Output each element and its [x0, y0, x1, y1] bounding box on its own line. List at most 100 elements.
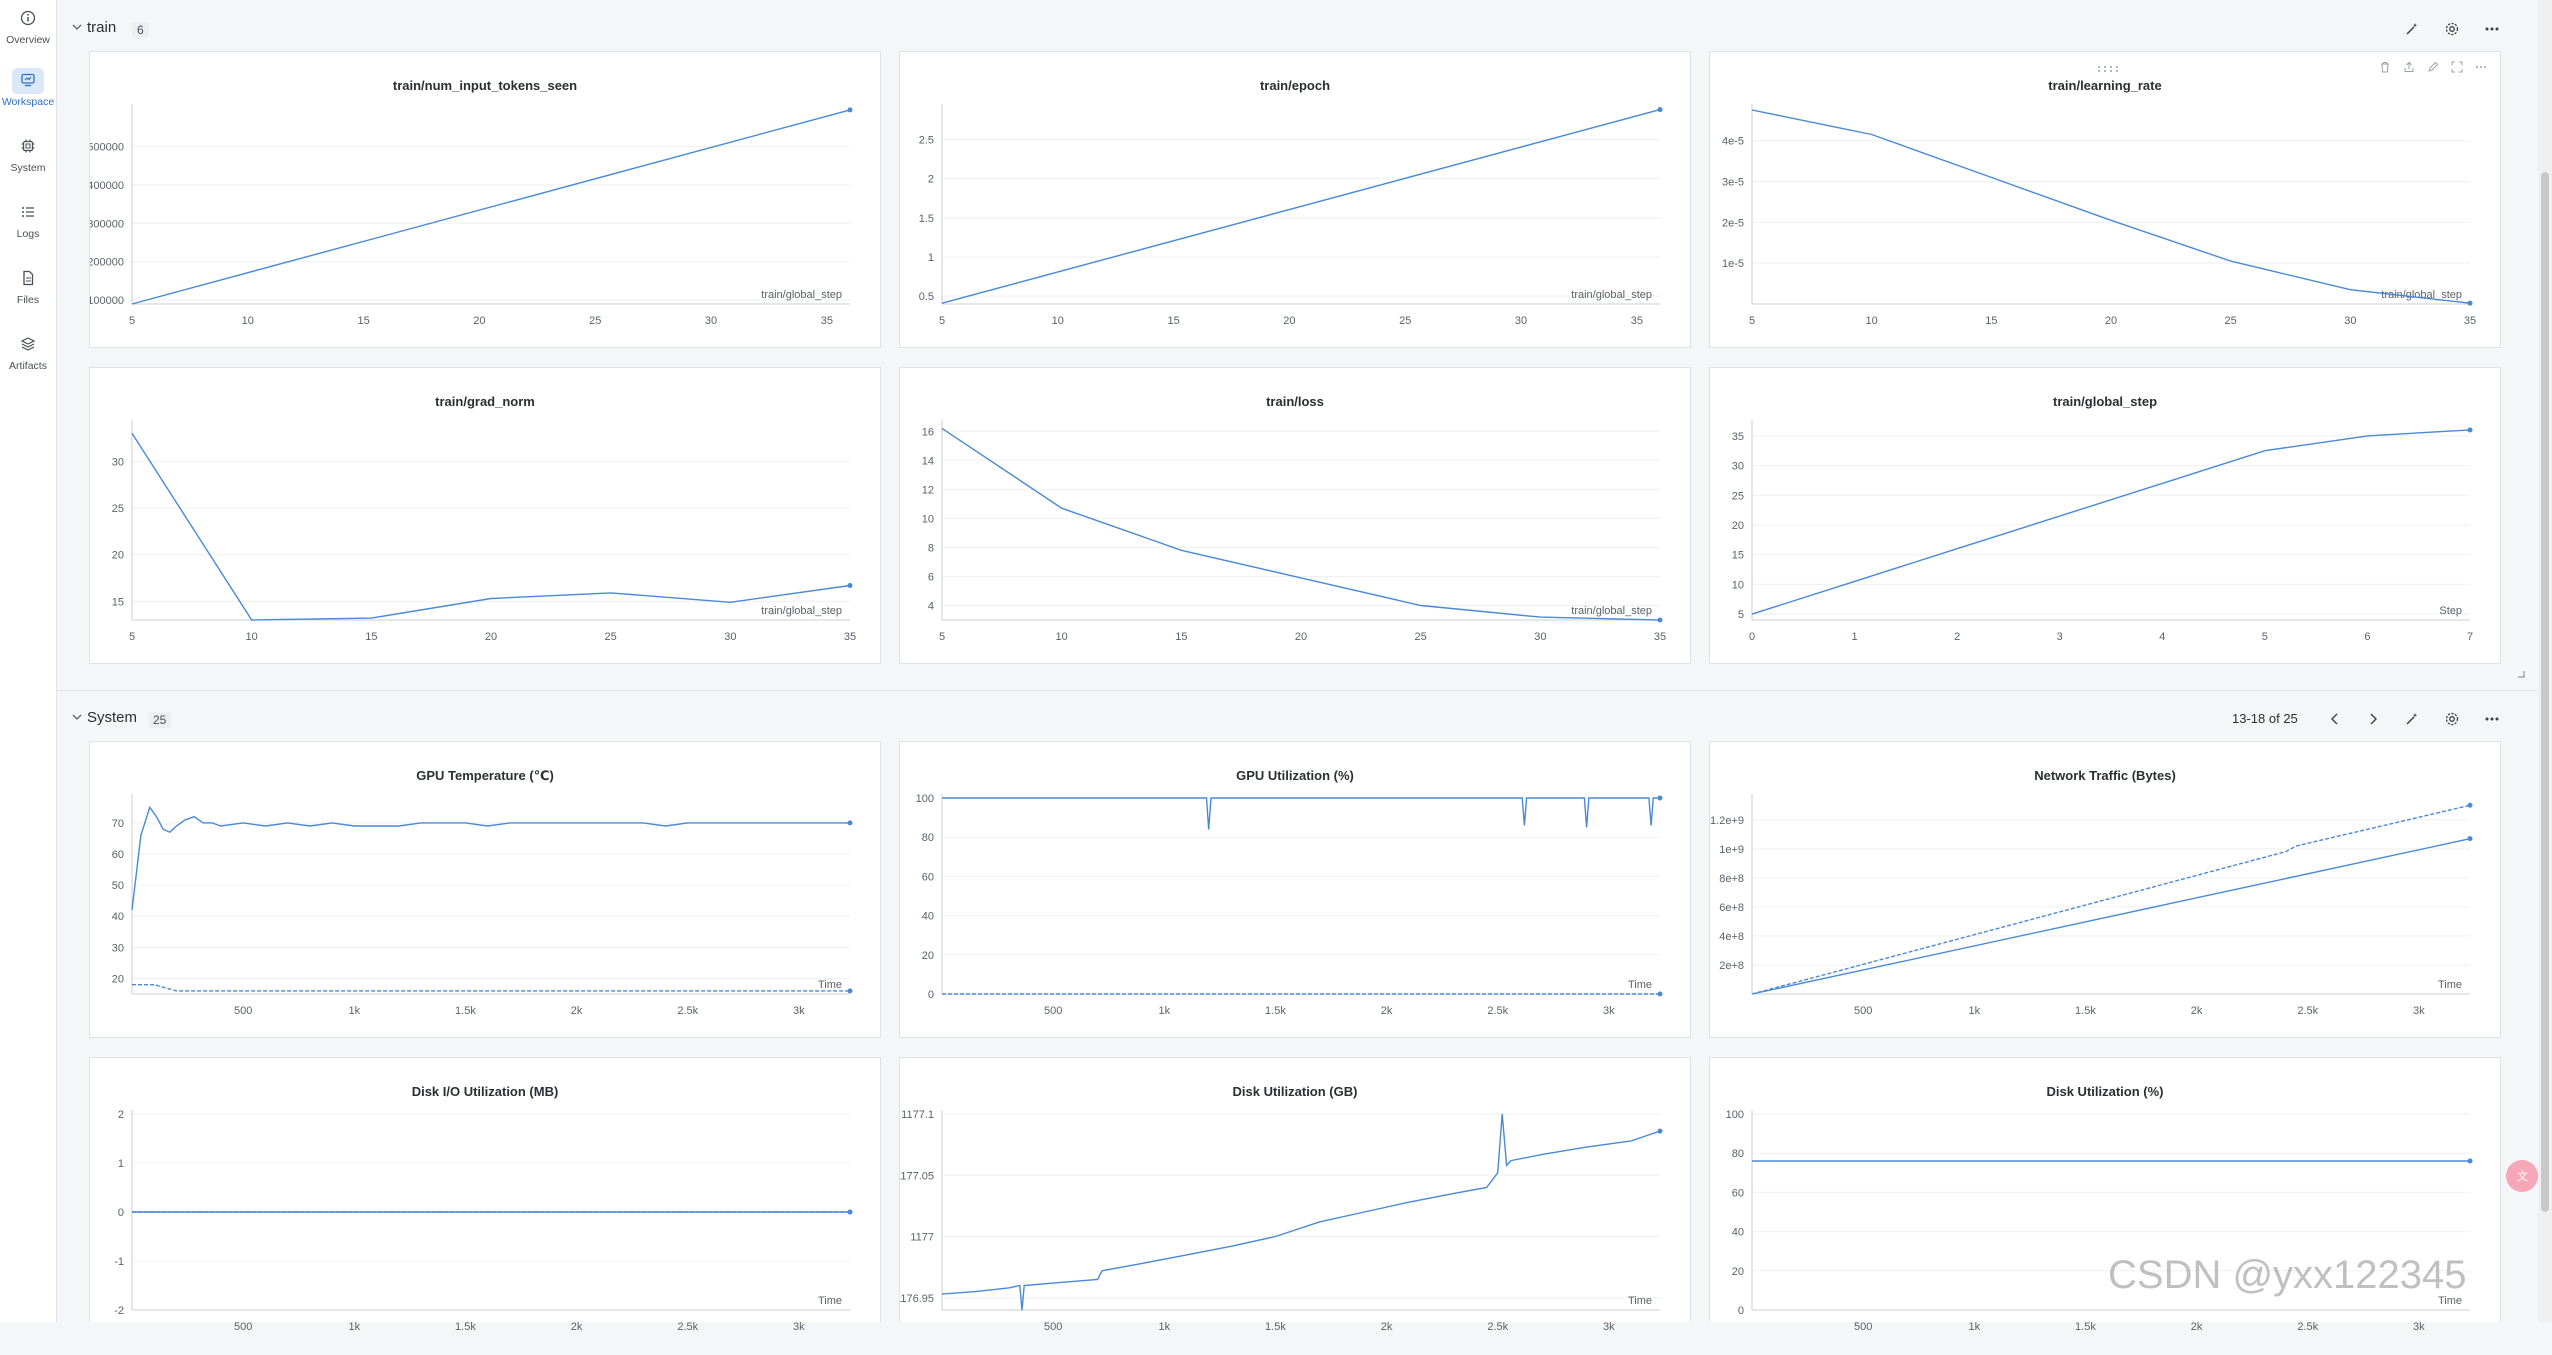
x-tick-label: 15: [357, 315, 369, 327]
chart-panel[interactable]: Disk Utilization (GB) 1176.95 1177 1177.05…: [899, 1057, 1691, 1333]
magic-wand-icon[interactable]: [2402, 19, 2422, 39]
resize-handle-icon[interactable]: [2517, 670, 2525, 678]
sidebar-item-artifacts[interactable]: Artifacts: [0, 332, 56, 372]
chart-panel[interactable]: GPU Temperature (℃) 20 30 40 50 60 70 500 1k 1.5…: [89, 741, 881, 1038]
series-line: [1751, 838, 2471, 995]
section-header-system[interactable]: System 25 13-18 of 25: [57, 700, 2552, 734]
fullscreen-icon[interactable]: [2450, 60, 2464, 74]
chart-panel[interactable]: train/loss 4 6 8 10 12 14 16 5 10 15 20 25 30 35 train…: [899, 367, 1691, 664]
y-tick-label: 0.5: [919, 291, 934, 303]
y-tick-label: 2e+8: [1719, 960, 1744, 972]
chevron-right-icon[interactable]: [2363, 709, 2383, 729]
x-axis-label: Time: [1628, 1295, 1652, 1307]
sidebar-item-files[interactable]: Files: [0, 266, 56, 306]
share-icon[interactable]: [2402, 60, 2416, 74]
y-tick-label: 20: [1732, 520, 1744, 532]
info-icon: [20, 10, 36, 25]
series-end-point: [1657, 617, 1663, 623]
y-tick-label: 16: [922, 426, 934, 438]
x-tick-label: 3k: [793, 1321, 805, 1333]
series-line: [131, 109, 851, 305]
y-tick-label: 35: [1732, 431, 1744, 443]
chevron-down-icon[interactable]: [72, 23, 82, 31]
x-tick-label: 2k: [571, 1005, 583, 1017]
y-tick-label: 14: [922, 455, 934, 467]
file-icon: [23, 270, 34, 285]
line-chart: -2 -1 0 1 2 500 1k 1.5k 2k 2.5k 3k Time: [114, 1109, 853, 1333]
drag-handle-icon[interactable]: [2096, 60, 2118, 72]
sidebar-item-label: Logs: [16, 228, 40, 240]
y-tick-label: 25: [1732, 490, 1744, 502]
series-end-point: [847, 582, 853, 588]
x-tick-label: 2k: [1381, 1005, 1393, 1017]
section-count-badge: 25: [148, 712, 172, 728]
series-end-point: [2467, 1158, 2473, 1164]
sidebar-item-overview[interactable]: Overview: [0, 6, 56, 46]
x-tick-label: 35: [1654, 631, 1666, 643]
chart-panel[interactable]: Disk Utilization (%) 0 20 40 60 80 100 500 1k 1.…: [1709, 1057, 2501, 1333]
more-icon[interactable]: [2474, 60, 2488, 74]
chart-panel[interactable]: Network Traffic (Bytes) 2e+8 4e+8 6e+8 8e+8…: [1709, 741, 2501, 1038]
section-header-train[interactable]: train 6: [57, 10, 2552, 44]
x-tick-label: 2.5k: [677, 1321, 698, 1333]
x-tick-label: 10: [1866, 315, 1878, 327]
y-tick-label: -1: [114, 1256, 124, 1268]
x-tick-label: 500: [1854, 1005, 1872, 1017]
y-tick-label: 1176.95: [900, 1293, 934, 1305]
chart-panel[interactable]: train/num_input_tokens_seen 100000 200000…: [89, 51, 881, 348]
x-tick-label: 1.5k: [455, 1321, 476, 1333]
x-tick-label: 25: [1399, 315, 1411, 327]
chevron-left-icon[interactable]: [2325, 709, 2345, 729]
line-chart: 20 30 40 50 60 70 500 1k 1.5k 2k 2.5k 3k Time: [112, 794, 853, 1017]
chart-panel[interactable]: train/learning_rate 1e-5 2e-5 3e-5 4e-5 5 10 1…: [1709, 51, 2501, 348]
y-tick-label: 60: [1732, 1187, 1744, 1199]
x-tick-label: 1k: [348, 1005, 360, 1017]
x-axis-label: train/global_step: [1571, 605, 1652, 617]
sidebar-item-workspace[interactable]: Workspace: [0, 68, 56, 108]
more-icon[interactable]: [2482, 19, 2502, 39]
chart-panel[interactable]: GPU Utilization (%) 0 20 40 60 80 100 500 1k 1.5…: [899, 741, 1691, 1038]
x-tick-label: 30: [705, 315, 717, 327]
trash-icon[interactable]: [2378, 60, 2392, 74]
x-axis-label: Time: [1628, 979, 1652, 991]
gear-icon[interactable]: [2442, 709, 2462, 729]
x-tick-label: 3k: [2413, 1005, 2425, 1017]
series-end-point: [2467, 836, 2473, 842]
y-tick-label: 15: [112, 596, 124, 608]
y-tick-label: 500000: [90, 141, 124, 153]
y-tick-label: 40: [1732, 1227, 1744, 1239]
chart-panel[interactable]: Disk I/O Utilization (MB) -2 -1 0 1 2 500 1k 1.…: [89, 1057, 881, 1333]
x-tick-label: 3k: [2413, 1321, 2425, 1333]
y-tick-label: 50: [112, 880, 124, 892]
x-tick-label: 6: [2364, 631, 2370, 643]
gear-icon[interactable]: [2442, 19, 2462, 39]
scrollbar[interactable]: [2538, 0, 2552, 1322]
chart-panel[interactable]: train/epoch 0.5 1 1.5 2 2.5 5 10 15 20 25 30 35 trai…: [899, 51, 1691, 348]
x-tick-label: 15: [1175, 631, 1187, 643]
series-end-point: [847, 820, 853, 826]
scrollbar-thumb[interactable]: [2541, 172, 2549, 1212]
series-line: [1751, 429, 2471, 615]
series-line: [941, 427, 1661, 621]
panel-toolbar: [2378, 60, 2488, 74]
chart-panel[interactable]: train/grad_norm 15 20 25 30 5 10 15 20 25 30 35 tra…: [89, 367, 881, 664]
chart-panel[interactable]: train/global_step 5 10 15 20 25 30 35 0 1 2 3 4 5 6 7 S…: [1709, 367, 2501, 664]
x-tick-label: 1.5k: [455, 1005, 476, 1017]
chart-title: train/epoch: [1259, 78, 1331, 93]
series-end-point: [847, 1209, 853, 1215]
series-line: [131, 805, 850, 911]
x-axis-label: train/global_step: [2381, 289, 2462, 301]
x-tick-label: 2k: [571, 1321, 583, 1333]
x-tick-label: 10: [246, 631, 258, 643]
section-divider: [57, 690, 2537, 692]
edit-icon[interactable]: [2426, 60, 2440, 74]
x-tick-label: 500: [1854, 1321, 1872, 1333]
list-icon: [22, 206, 34, 217]
sidebar-item-system[interactable]: System: [0, 134, 56, 174]
more-icon[interactable]: [2482, 709, 2502, 729]
x-tick-label: 15: [365, 631, 377, 643]
magic-wand-icon[interactable]: [2402, 709, 2422, 729]
chevron-down-icon[interactable]: [72, 713, 82, 721]
sidebar-item-logs[interactable]: Logs: [0, 200, 56, 240]
translate-icon[interactable]: 文: [2506, 1160, 2538, 1192]
